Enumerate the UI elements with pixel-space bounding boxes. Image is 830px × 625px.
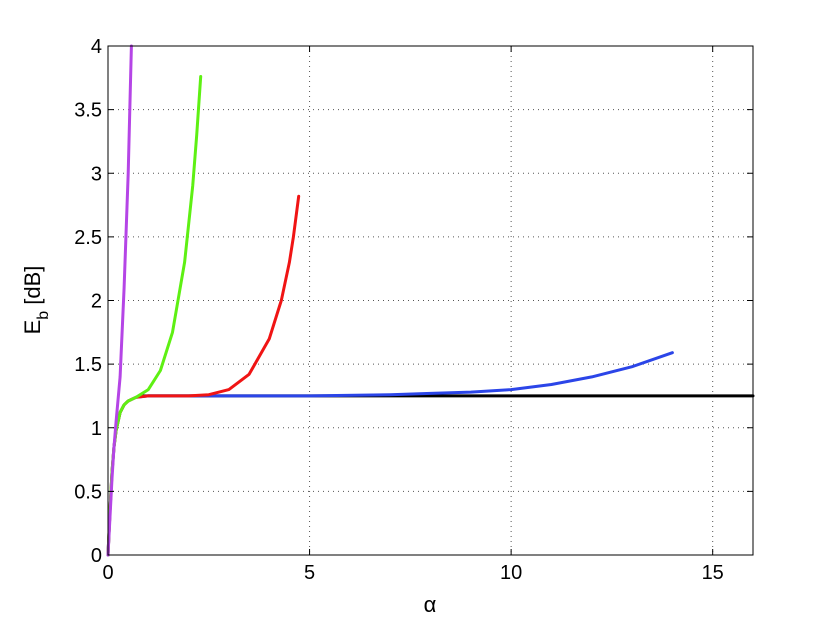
series-group <box>106 44 755 557</box>
plot-background <box>108 46 753 555</box>
y-tick-label: 2.5 <box>74 227 102 249</box>
x-tick-label: 15 <box>702 562 724 584</box>
y-tick-label: 0 <box>91 545 102 567</box>
x-tick-label: 0 <box>102 562 113 584</box>
series-line-1 <box>106 44 133 557</box>
y-axis-label: Eb [dB] <box>20 266 52 335</box>
y-tick-label: 1.5 <box>74 354 102 376</box>
y-tick-label: 1 <box>91 418 102 440</box>
y-tick-label: 0.5 <box>74 481 102 503</box>
x-tick-label: 10 <box>500 562 522 584</box>
x-axis-label: α <box>424 592 437 617</box>
y-tick-label: 3 <box>91 163 102 185</box>
ticks: 0 5 10 15 0 0.5 1 1.5 2 2.5 3 3.5 4 <box>74 36 753 584</box>
y-tick-label: 4 <box>91 36 102 58</box>
y-axis-label-main: E <box>20 320 45 335</box>
y-tick-label: 2 <box>91 291 102 313</box>
y-axis-label-subscript: b <box>35 311 52 320</box>
y-axis-label-unit: [dB] <box>20 266 45 311</box>
x-tick-label: 5 <box>304 562 315 584</box>
y-tick-label: 3.5 <box>74 100 102 122</box>
